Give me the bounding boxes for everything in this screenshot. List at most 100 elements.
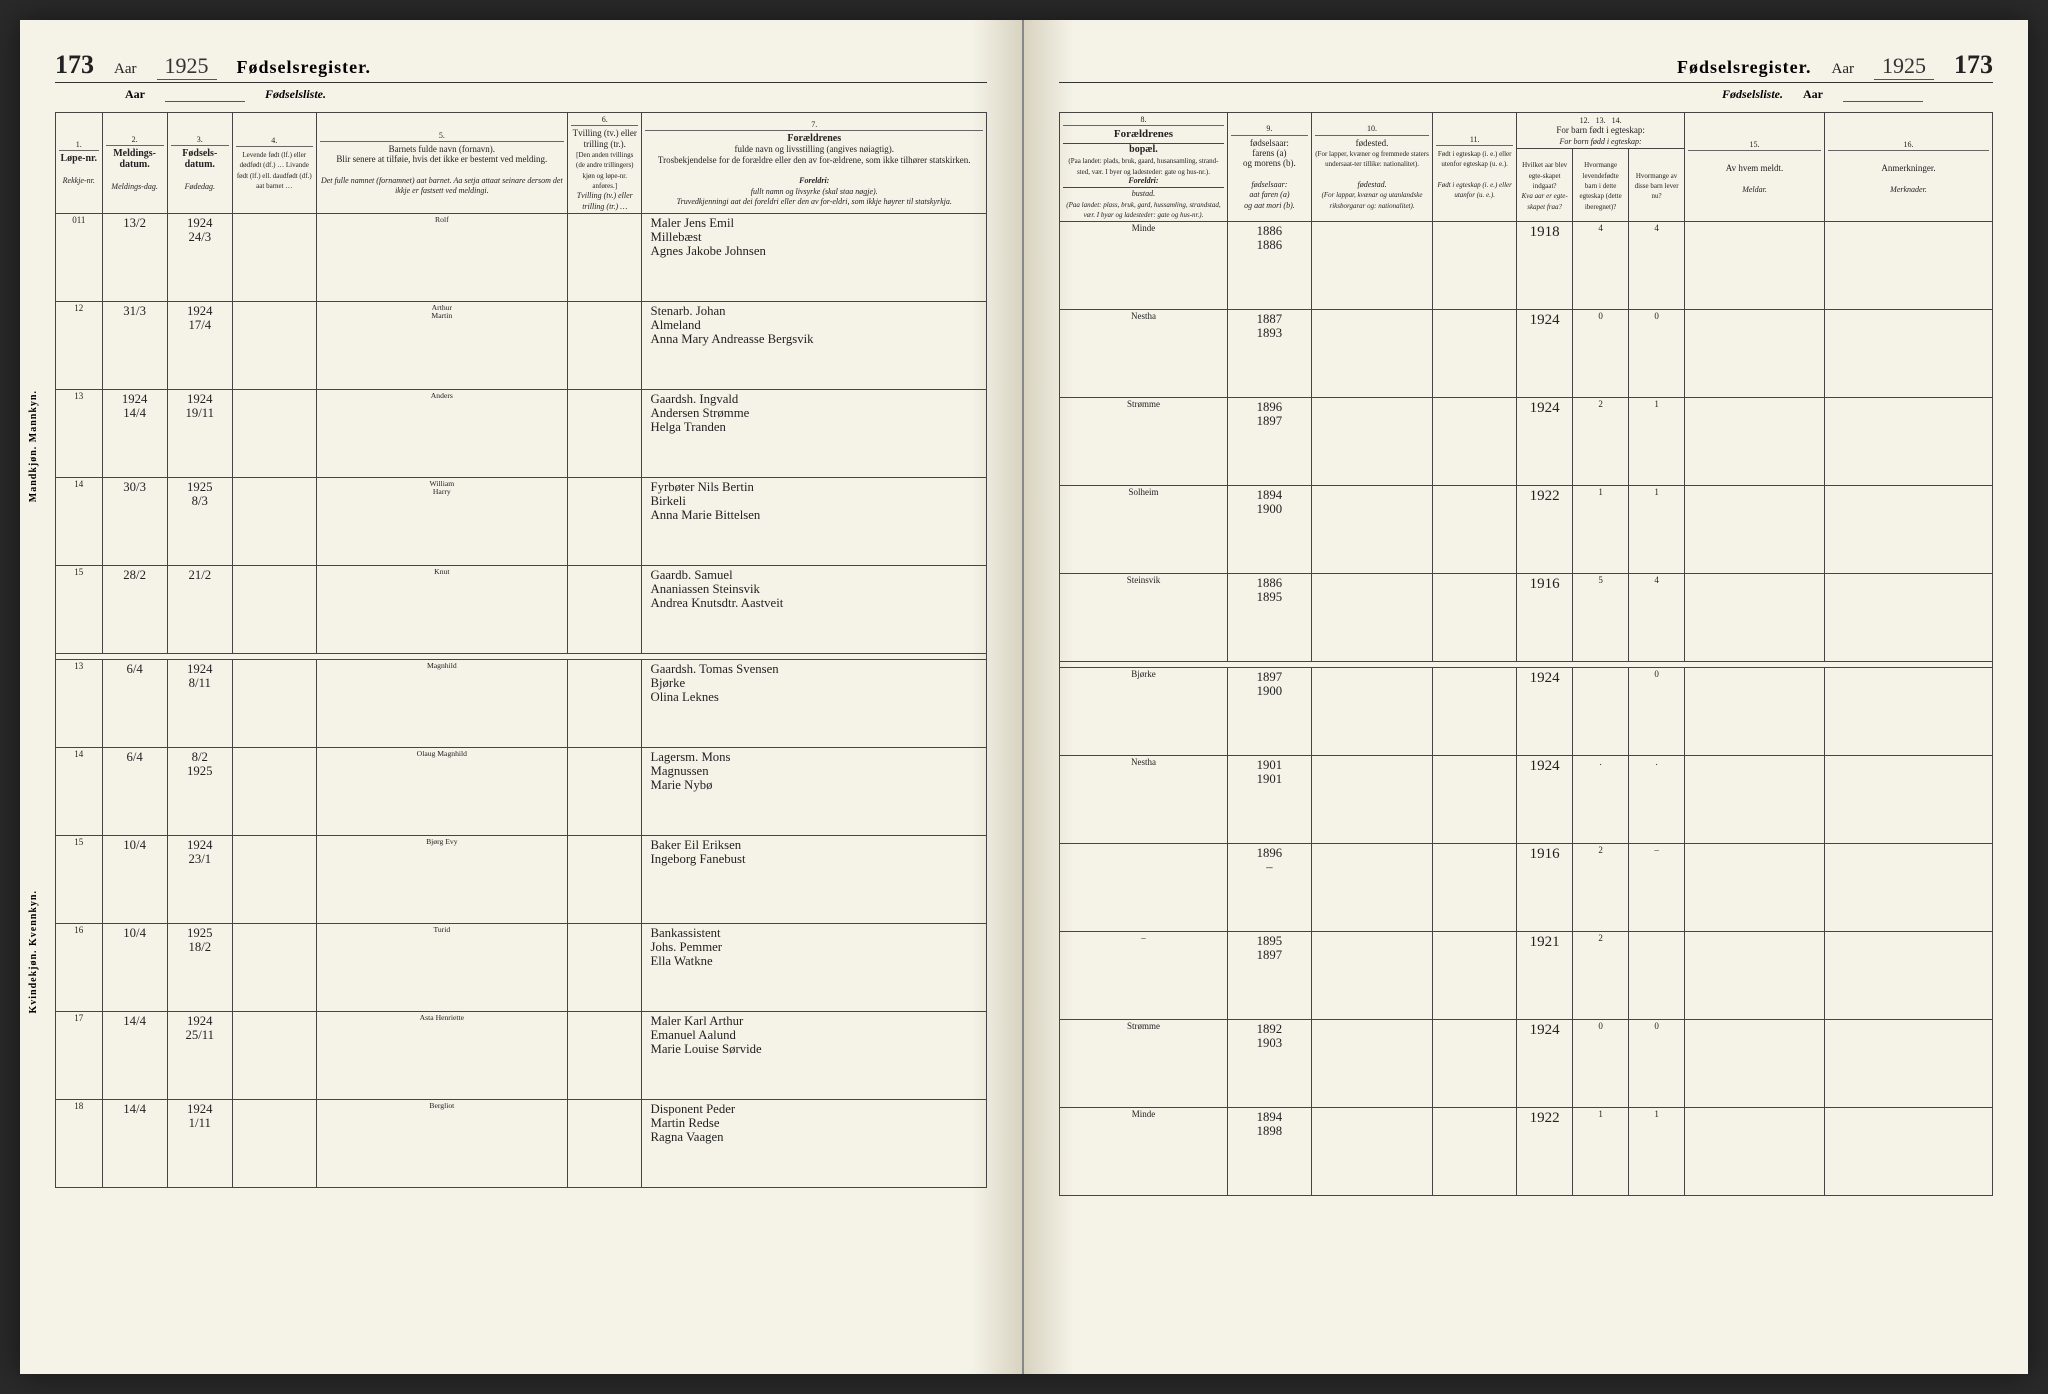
cell-egte [1433,668,1517,756]
cell-tvilling [568,1099,642,1187]
cell-bosted: Minde [1060,222,1228,310]
cell-fsted [1311,756,1432,844]
cell-lf [232,477,316,565]
cell-nr: 011 [56,213,103,301]
female-section-label: Kvindekjøn. Kvennkyn. [28,890,39,1014]
table-row: Minde18861886191844 [1060,222,1993,310]
cell-meld: 192414/4 [102,389,167,477]
cell-n2: 0 [1629,668,1685,756]
cell-n1: 2 [1573,844,1629,932]
cell-n1: 0 [1573,1020,1629,1108]
cell-egte [1433,486,1517,574]
cell-nr: 16 [56,923,103,1011]
cell-n2 [1629,932,1685,1020]
cell-name: Anders [316,389,567,477]
cell-egte [1433,398,1517,486]
register-title: Fødselsregister. [237,57,372,78]
cell-fsted [1311,844,1432,932]
cell-bosted: – [1060,932,1228,1020]
cell-meldt [1685,668,1825,756]
cell-anm [1825,310,1993,398]
cell-egte [1433,222,1517,310]
col-14-header: Hvormange av disse barn lever nu? [1629,149,1685,222]
cell-anm [1825,1108,1993,1196]
cell-aar: 1896– [1227,844,1311,932]
col-12-14-group: 12. 13. 14. For barn født i egteskap: Fo… [1517,113,1685,149]
table-row: Minde18941898192211 [1060,1108,1993,1196]
cell-aar: 19011901 [1227,756,1311,844]
cell-name: Turid [316,923,567,1011]
table-row: Steinsvik18861895191654 [1060,574,1993,662]
cell-parents: Maler Jens EmilMillebæstAgnes Jakobe Joh… [642,213,987,301]
cell-n1: 1 [1573,486,1629,574]
table-row: 13192414/4192419/11AndersGaardsh. Ingval… [56,389,987,477]
col-15-header: 15. Av hvem meldt. Meldar. [1685,113,1825,222]
cell-parents: Fyrbøter Nils BertinBirkeliAnna Marie Bi… [642,477,987,565]
cell-fod: 8/21925 [167,747,232,835]
cell-parents: Gaardsh. Tomas SvensenBjørkeOlina Leknes [642,659,987,747]
col-10-header: 10. fødested. (For lapper, kvæner og fre… [1311,113,1432,222]
cell-nr: 13 [56,659,103,747]
cell-name: ArthurMartin [316,301,567,389]
table-row: Nestha18871893192400 [1060,310,1993,398]
page-number-right: 173 [1954,50,1993,80]
cell-meldt [1685,398,1825,486]
cell-parents: Disponent PederMartin RedseRagna Vaagen [642,1099,987,1187]
cell-aar: 18871893 [1227,310,1311,398]
left-sub-header: Aar Fødselsliste. [55,87,987,102]
cell-anm [1825,222,1993,310]
cell-n1: 4 [1573,222,1629,310]
cell-lf [232,747,316,835]
cell-name: Knut [316,565,567,653]
left-page: Mandkjøn. Mannkyn. Kvindekjøn. Kvennkyn.… [20,20,1024,1374]
col-3-header: 3. Fødsels-datum. Fødedag. [167,113,232,214]
left-page-header: 173 Aar 1925 Fødselsregister. [55,50,987,83]
year-value: 1925 [157,53,217,80]
table-row: Solheim18941900192211 [1060,486,1993,574]
table-header-left: 1. Løpe-nr. Rekkje-nr. 2. Meldings-datum… [56,113,987,214]
cell-aar: 18941898 [1227,1108,1311,1196]
cell-parents: Gaardb. SamuelAnaniassen SteinsvikAndrea… [642,565,987,653]
cell-meld: 6/4 [102,747,167,835]
col-9-header: 9. fødselsaar: farens (a) og morens (b).… [1227,113,1311,222]
col-16-header: 16. Anmerkninger. Merknader. [1825,113,1993,222]
cell-anm [1825,668,1993,756]
cell-lf [232,301,316,389]
cell-n1: 1 [1573,1108,1629,1196]
cell-meld: 10/4 [102,923,167,1011]
cell-meldt [1685,756,1825,844]
cell-n2: 4 [1629,222,1685,310]
cell-parents: BankassistentJohs. PemmerElla Watkne [642,923,987,1011]
cell-anm [1825,486,1993,574]
cell-egte [1433,844,1517,932]
cell-nr: 14 [56,747,103,835]
cell-eaar: 1924 [1517,668,1573,756]
table-row: 1430/319258/3WilliamHarryFyrbøter Nils B… [56,477,987,565]
cell-tvilling [568,389,642,477]
cell-n1: . [1573,756,1629,844]
cell-bosted: Bjørke [1060,668,1228,756]
cell-egte [1433,756,1517,844]
cell-lf [232,389,316,477]
cell-meld: 14/4 [102,1099,167,1187]
cell-fsted [1311,1108,1432,1196]
cell-meldt [1685,222,1825,310]
table-row: 146/48/21925Olaug MagnhildLagersm. MonsM… [56,747,987,835]
cell-bosted: Nestha [1060,310,1228,398]
table-row: 1510/4192423/1Bjørg EvyBaker Eil Eriksen… [56,835,987,923]
cell-name: Rolf [316,213,567,301]
cell-anm [1825,756,1993,844]
male-section-label: Mandkjøn. Mannkyn. [28,390,39,502]
table-row: 1610/4192518/2TuridBankassistentJohs. Pe… [56,923,987,1011]
cell-fod: 19258/3 [167,477,232,565]
cell-meldt [1685,486,1825,574]
cell-aar: 18961897 [1227,398,1311,486]
cell-nr: 13 [56,389,103,477]
cell-tvilling [568,923,642,1011]
cell-lf [232,659,316,747]
register-table-left: 1. Løpe-nr. Rekkje-nr. 2. Meldings-datum… [55,112,987,1188]
table-row: 1714/4192425/11Asta HenrietteMaler Karl … [56,1011,987,1099]
cell-lf [232,1099,316,1187]
cell-tvilling [568,659,642,747]
cell-n1: 0 [1573,310,1629,398]
